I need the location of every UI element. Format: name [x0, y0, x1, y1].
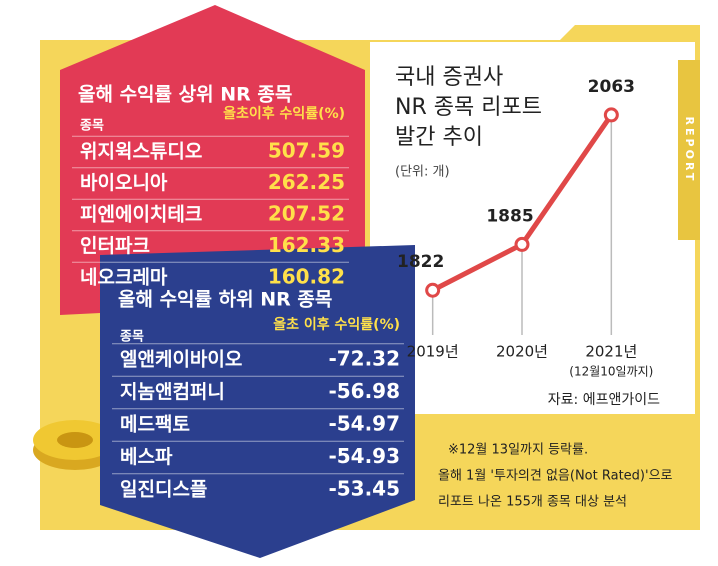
point	[514, 236, 530, 252]
note: ※12월 13일까지 등락률.	[448, 443, 588, 458]
stock-name: 인터파크	[80, 235, 150, 257]
column-header: 종목	[120, 330, 144, 345]
stock-return: -72.32	[328, 347, 400, 371]
stock-name: 바이오니아	[80, 172, 168, 194]
table-title: 올해 수익률 하위 NR 종목	[118, 289, 332, 311]
stock-return: 162.33	[268, 233, 345, 257]
point	[603, 107, 619, 123]
stock-name: 엘앤케이바이오	[120, 349, 242, 371]
stock-return: 160.82	[268, 265, 345, 289]
stock-name: 베스파	[120, 446, 173, 468]
chart-subtitle: (단위: 개)	[395, 165, 450, 180]
stock-name: 피엔에이치테크	[80, 204, 202, 226]
stock-return: 507.59	[268, 139, 345, 163]
stock-name: 지놈앤컴퍼니	[120, 381, 225, 403]
category-note: (12월10일까지)	[569, 365, 653, 379]
column-header: 올초 이후 수익률(%)	[273, 316, 400, 333]
stock-return: -56.98	[328, 379, 400, 403]
source: 자료: 에프앤가이드	[548, 392, 660, 408]
top-arrow	[60, 5, 365, 315]
stock-name: 위지윅스튜디오	[80, 141, 202, 163]
note-box	[420, 430, 700, 522]
stock-return: -54.97	[328, 412, 400, 436]
stock-name: 네오크레마	[80, 267, 168, 289]
x-tick-label: 2019년	[407, 343, 459, 361]
chart-title: 국내 증권사	[395, 65, 503, 90]
stock-name: 메드팩토	[120, 414, 190, 436]
table-title: 올해 수익률 상위 NR 종목	[78, 84, 292, 106]
tab	[678, 60, 700, 240]
note: 올해 1월 '투자의견 없음(Not Rated)'으로	[438, 469, 673, 484]
x-tick-label: 2020년	[496, 343, 548, 361]
stock-return: -54.93	[328, 444, 400, 468]
x-tick-label: 2021년	[585, 343, 637, 361]
value-label: 1885	[486, 206, 533, 226]
value-label: 1822	[397, 252, 444, 272]
nut-icon	[33, 420, 117, 470]
point	[425, 282, 441, 298]
side-label: REPORT	[683, 117, 696, 184]
chart-title: 발간 추이	[395, 125, 483, 150]
stock-return: 207.52	[268, 202, 345, 226]
column-header: 올초이후 수익률(%)	[223, 105, 345, 122]
stock-return: 262.25	[268, 170, 345, 194]
chart-title: NR 종목 리포트	[395, 95, 542, 120]
bottom-arrow	[100, 245, 415, 558]
stock-return: -53.45	[328, 477, 400, 501]
stock-name: 일진디스플	[120, 479, 207, 501]
column-header: 종목	[80, 119, 104, 134]
note: 리포트 나온 155개 종목 대상 분석	[438, 495, 627, 510]
value-label: 2063	[588, 77, 635, 97]
